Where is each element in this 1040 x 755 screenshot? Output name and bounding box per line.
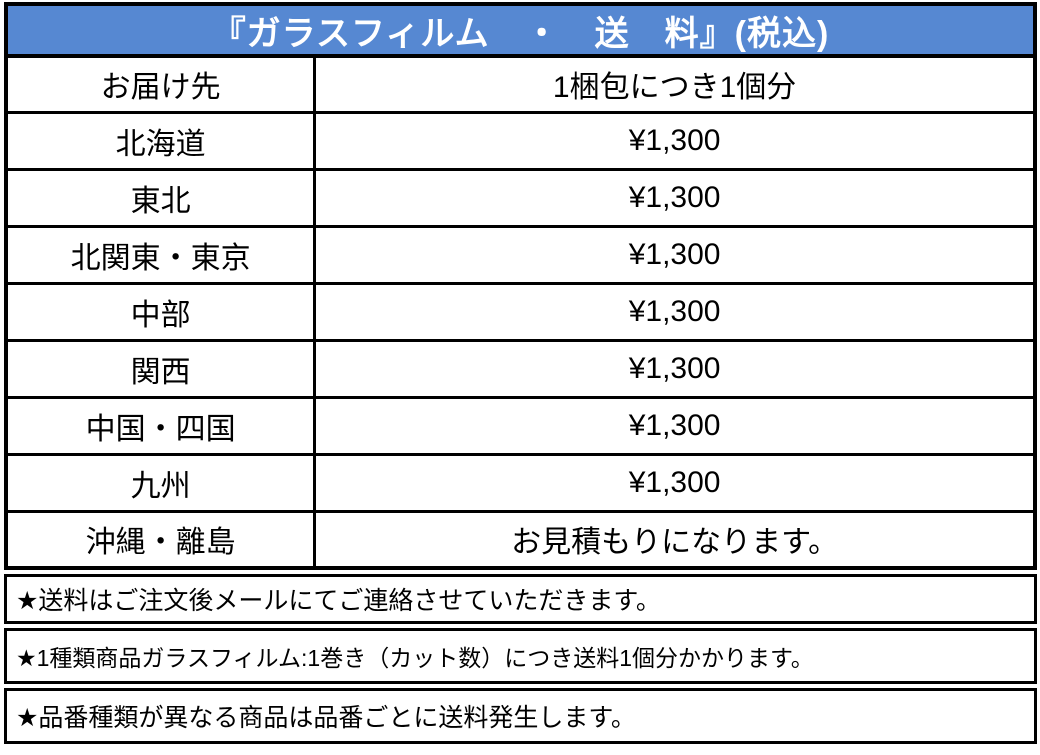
- region-cell: 東北: [4, 167, 317, 228]
- fee-cell: ¥1,300: [313, 224, 1037, 285]
- region-cell: 九州: [4, 452, 317, 513]
- region-cell: 北海道: [4, 110, 317, 171]
- table-row: 東北 ¥1,300: [4, 167, 1037, 228]
- column-header-fee: 1梱包につき1個分: [313, 54, 1037, 114]
- fee-cell: ¥1,300: [313, 281, 1037, 342]
- shipping-fee-table: お届け先 1梱包につき1個分 北海道 ¥1,300 東北 ¥1,300 北関東・…: [4, 54, 1037, 570]
- region-cell: 関西: [4, 338, 317, 399]
- table-row: 中国・四国 ¥1,300: [4, 395, 1037, 456]
- table-row: 北海道 ¥1,300: [4, 110, 1037, 171]
- table-row: 九州 ¥1,300: [4, 452, 1037, 513]
- fee-cell: ¥1,300: [313, 338, 1037, 399]
- note-film-roll-fee: ★1種類商品ガラスフィルム:1巻き（カット数）につき送料1個分かかります。: [4, 628, 1037, 684]
- region-cell: 中国・四国: [4, 395, 317, 456]
- fee-cell: ¥1,300: [313, 167, 1037, 228]
- table-title: 『ガラスフィルム ・ 送 料』(税込): [4, 2, 1037, 58]
- table-header-row: お届け先 1梱包につき1個分: [4, 54, 1037, 114]
- region-cell: 沖縄・離島: [4, 509, 317, 570]
- table-row: 北関東・東京 ¥1,300: [4, 224, 1037, 285]
- region-cell: 中部: [4, 281, 317, 342]
- note-part-number-fee: ★品番種類が異なる商品は品番ごとに送料発生します。: [4, 688, 1037, 744]
- fee-cell: ¥1,300: [313, 110, 1037, 171]
- fee-cell: ¥1,300: [313, 452, 1037, 513]
- fee-cell: ¥1,300: [313, 395, 1037, 456]
- shipping-fee-sheet: 『ガラスフィルム ・ 送 料』(税込) お届け先 1梱包につき1個分 北海道 ¥…: [4, 2, 1037, 744]
- note-shipping-contact: ★送料はご注文後メールにてご連絡させていただきます。: [4, 574, 1037, 624]
- region-cell: 北関東・東京: [4, 224, 317, 285]
- table-row: 関西 ¥1,300: [4, 338, 1037, 399]
- table-row: 中部 ¥1,300: [4, 281, 1037, 342]
- column-header-destination: お届け先: [4, 54, 317, 114]
- fee-cell: お見積もりになります。: [313, 509, 1037, 570]
- table-row: 沖縄・離島 お見積もりになります。: [4, 509, 1037, 570]
